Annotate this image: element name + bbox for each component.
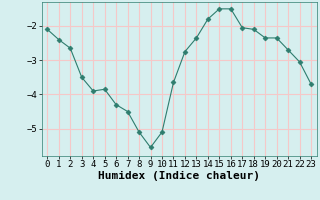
X-axis label: Humidex (Indice chaleur): Humidex (Indice chaleur) [98, 171, 260, 181]
